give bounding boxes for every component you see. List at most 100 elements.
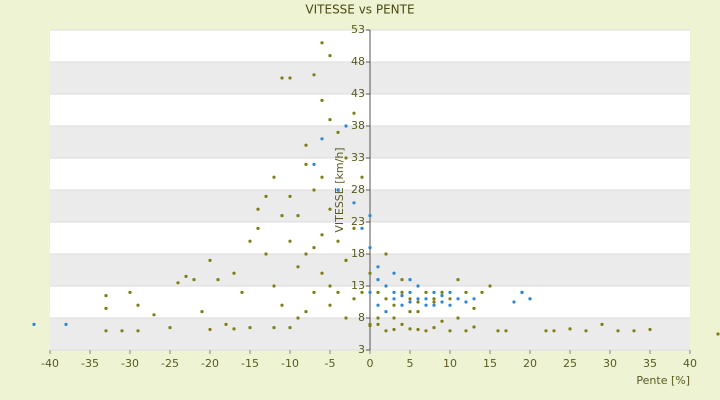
point xyxy=(376,265,380,269)
x-tick-label: 10 xyxy=(443,357,457,370)
point xyxy=(400,322,404,326)
point xyxy=(584,329,588,333)
point xyxy=(400,294,404,298)
point xyxy=(616,329,620,333)
point xyxy=(360,226,364,230)
point xyxy=(104,329,108,333)
y-tick-label: 53 xyxy=(351,23,365,36)
y-tick-label: 38 xyxy=(351,119,365,132)
point xyxy=(248,326,252,330)
point xyxy=(248,239,252,243)
point xyxy=(296,316,300,320)
point xyxy=(168,326,172,330)
point xyxy=(328,303,332,307)
x-tick-label: -30 xyxy=(121,357,139,370)
point xyxy=(128,290,132,294)
point xyxy=(104,294,108,298)
point xyxy=(384,310,388,314)
point xyxy=(312,73,316,77)
point xyxy=(184,274,188,278)
point xyxy=(384,252,388,256)
y-tick-label: 28 xyxy=(351,183,365,196)
x-tick-label: 25 xyxy=(563,357,577,370)
point xyxy=(600,322,604,326)
point xyxy=(120,329,124,333)
point xyxy=(344,316,348,320)
point xyxy=(312,188,316,192)
point xyxy=(632,329,636,333)
point xyxy=(288,194,292,198)
point xyxy=(456,278,460,282)
point xyxy=(368,324,372,328)
point xyxy=(360,290,364,294)
point xyxy=(408,300,412,304)
point xyxy=(336,130,340,134)
point xyxy=(440,319,444,323)
point xyxy=(264,194,268,198)
point xyxy=(392,271,396,275)
point xyxy=(280,76,284,80)
point xyxy=(368,290,372,294)
point xyxy=(176,281,180,285)
point xyxy=(416,300,420,304)
point xyxy=(424,297,428,301)
x-tick-label: 0 xyxy=(367,357,374,370)
point xyxy=(344,258,348,262)
point xyxy=(368,214,372,218)
y-tick-label: 43 xyxy=(351,87,365,100)
point xyxy=(384,297,388,301)
point xyxy=(272,326,276,330)
point xyxy=(464,300,468,304)
point xyxy=(432,297,436,301)
point xyxy=(504,329,508,333)
point xyxy=(344,124,348,128)
point xyxy=(280,303,284,307)
point xyxy=(400,303,404,307)
point xyxy=(320,98,324,102)
point xyxy=(256,226,260,230)
point xyxy=(368,271,372,275)
point xyxy=(392,290,396,294)
point xyxy=(528,297,532,301)
x-tick-label: -20 xyxy=(201,357,219,370)
point xyxy=(448,303,452,307)
point xyxy=(488,284,492,288)
point xyxy=(392,303,396,307)
point xyxy=(328,118,332,122)
point xyxy=(232,327,236,331)
point xyxy=(512,300,516,304)
x-tick-label: -15 xyxy=(241,357,259,370)
point xyxy=(328,284,332,288)
point xyxy=(448,329,452,333)
point xyxy=(304,162,308,166)
point xyxy=(152,313,156,317)
point xyxy=(352,226,356,230)
point xyxy=(368,246,372,250)
point xyxy=(344,156,348,160)
point xyxy=(312,290,316,294)
point xyxy=(352,201,356,205)
point xyxy=(320,271,324,275)
point xyxy=(288,76,292,80)
point xyxy=(320,175,324,179)
point xyxy=(472,297,476,301)
point xyxy=(440,290,444,294)
point xyxy=(104,306,108,310)
point xyxy=(136,303,140,307)
point xyxy=(304,252,308,256)
point xyxy=(392,316,396,320)
x-tick-label: 30 xyxy=(603,357,617,370)
point xyxy=(408,310,412,314)
x-tick-label: -10 xyxy=(281,357,299,370)
point xyxy=(336,239,340,243)
point xyxy=(232,271,236,275)
x-tick-label: -25 xyxy=(161,357,179,370)
point xyxy=(416,327,420,332)
point xyxy=(448,290,452,294)
point xyxy=(424,290,428,294)
point xyxy=(472,306,476,310)
point xyxy=(392,327,396,332)
point xyxy=(416,297,420,301)
point xyxy=(64,322,68,326)
point xyxy=(312,246,316,250)
